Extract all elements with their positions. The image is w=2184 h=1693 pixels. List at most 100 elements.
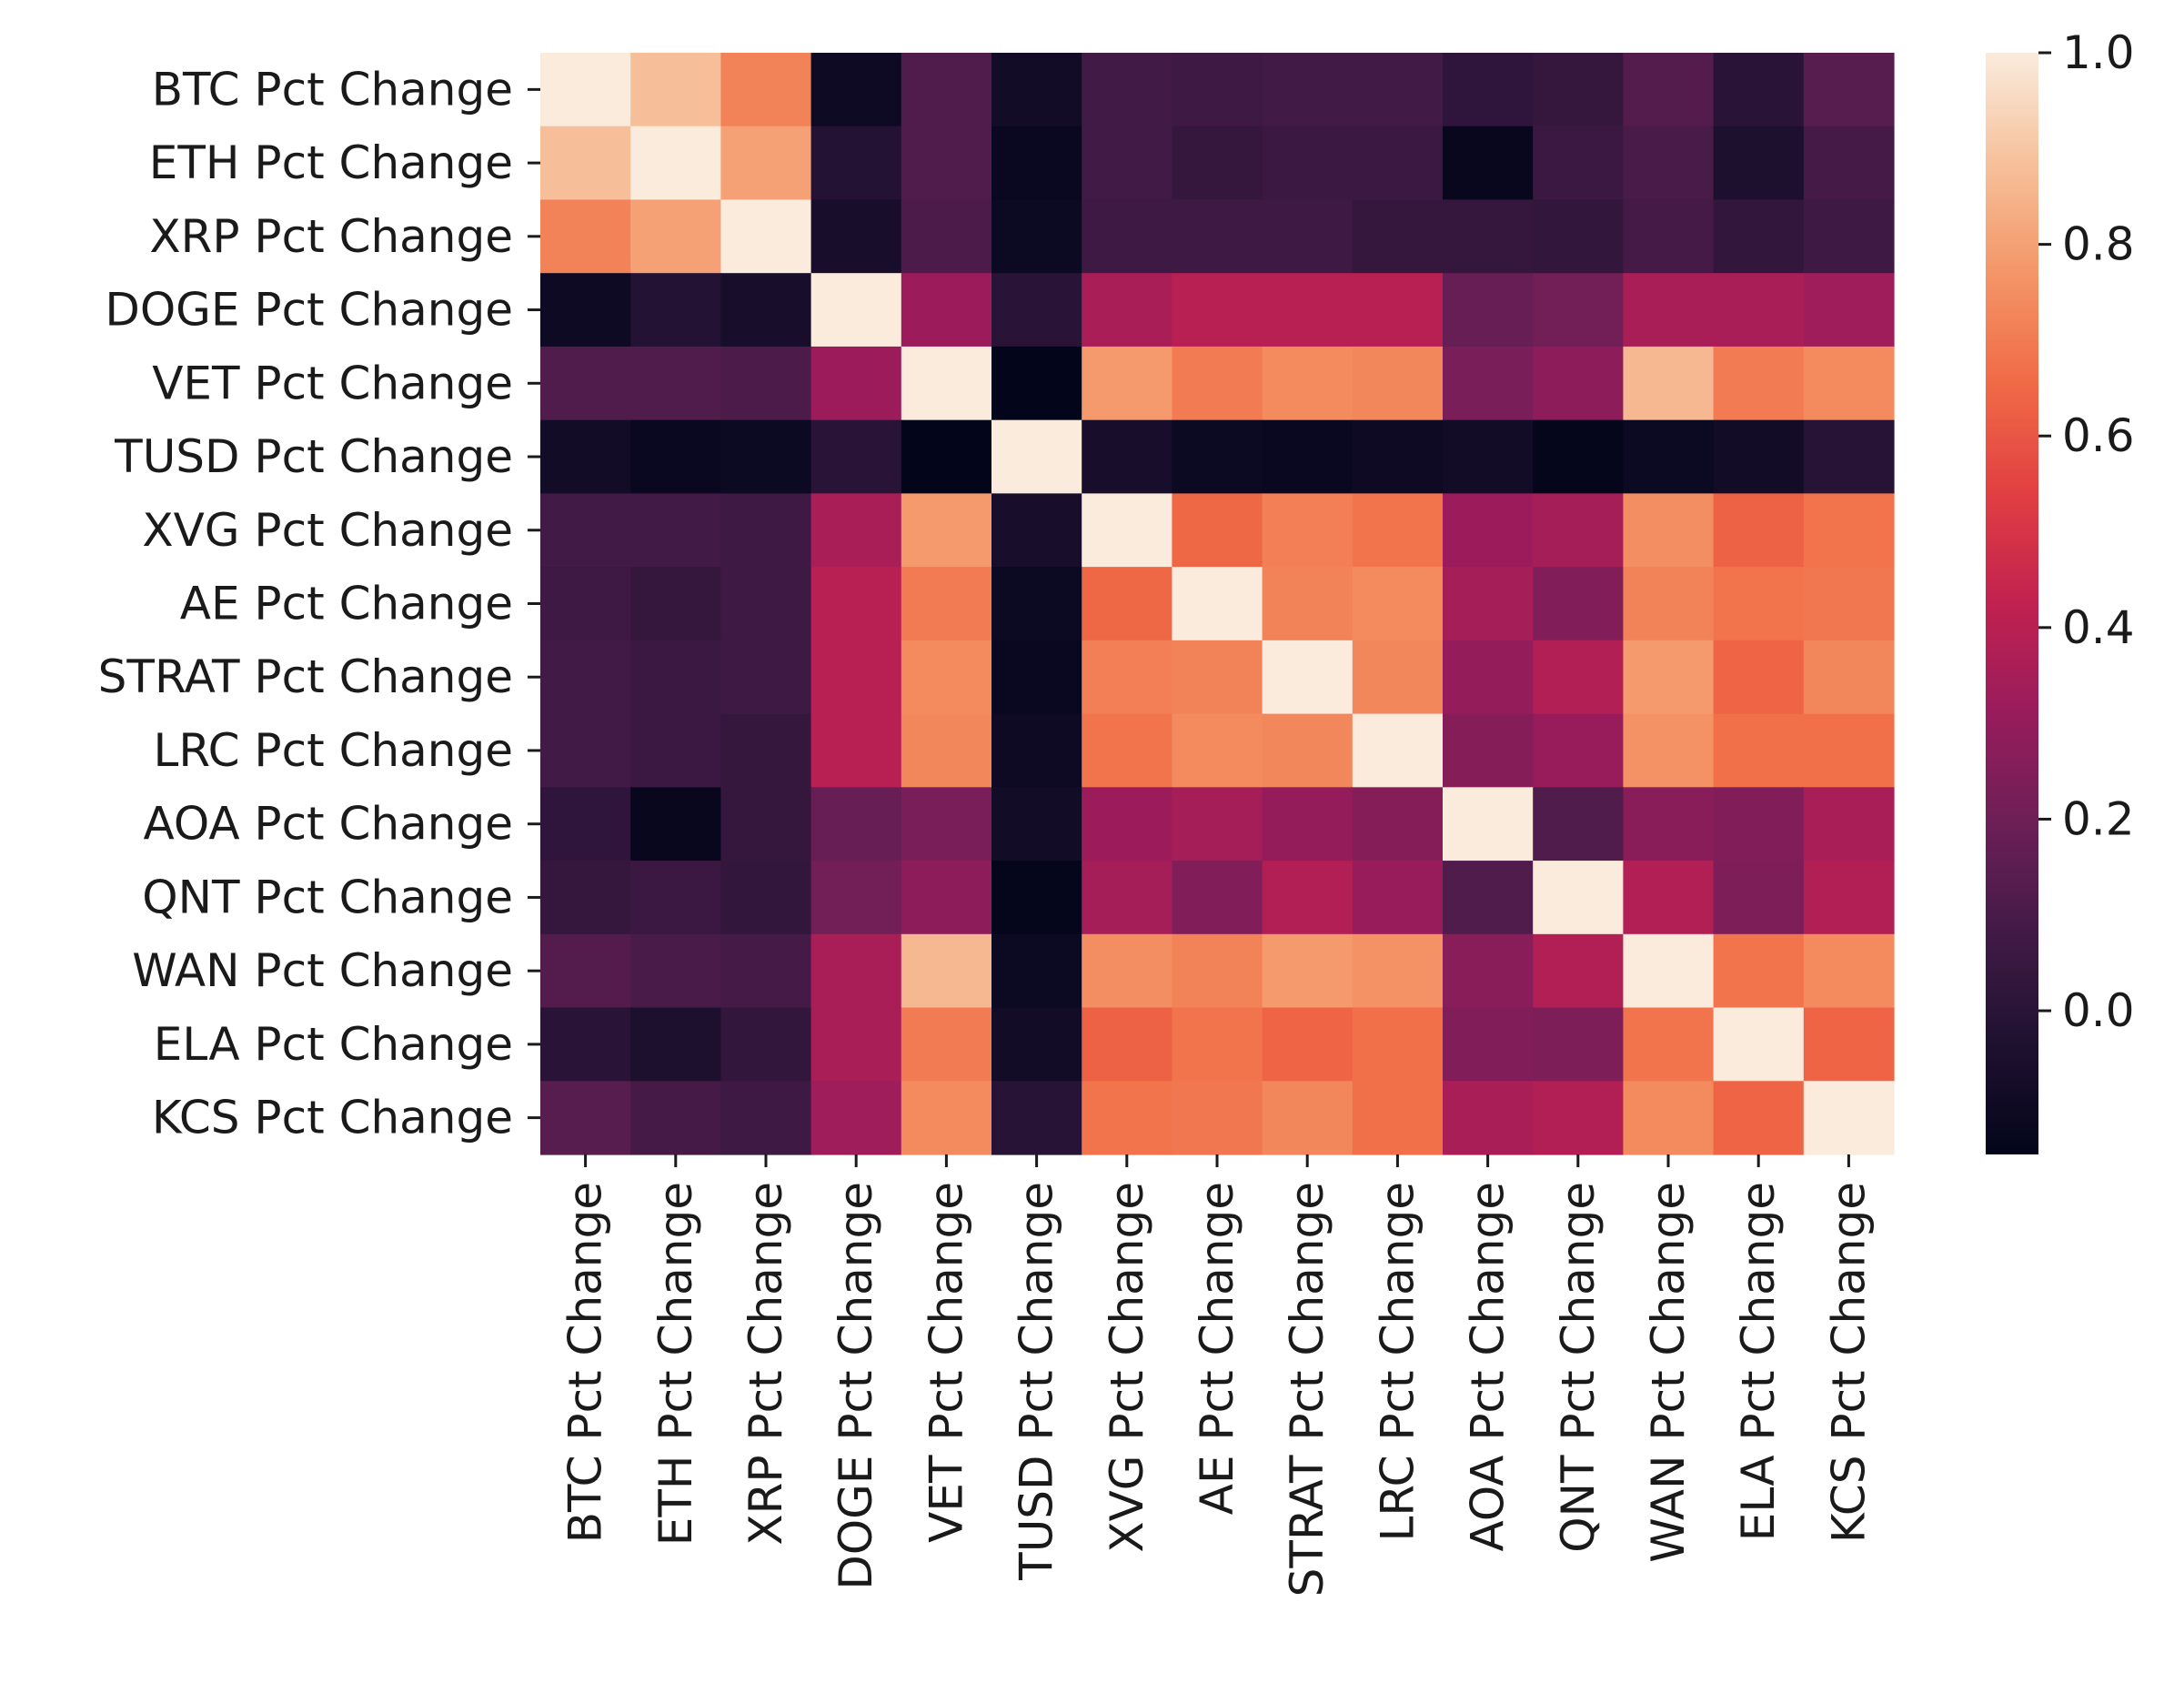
- heatmap-cell-2-9: [1352, 199, 1444, 274]
- y-tick-label: AE Pct Change: [180, 578, 513, 630]
- heatmap-cell-11-0: [540, 861, 631, 935]
- heatmap-cell-12-8: [1262, 933, 1354, 1009]
- heatmap-cell-4-9: [1352, 346, 1444, 421]
- x-axis: BTC Pct Change ETH Pct Change XRP Pct Chan…: [559, 1154, 1875, 1597]
- x-tick-label: ETH Pct Change: [649, 1182, 702, 1546]
- heatmap-cell-10-14: [1803, 787, 1895, 862]
- heatmap-cell-14-13: [1713, 1081, 1805, 1155]
- heatmap-cell-5-12: [1623, 419, 1715, 494]
- heatmap-cell-14-8: [1262, 1081, 1354, 1155]
- heatmap-cell-14-7: [1172, 1081, 1263, 1155]
- heatmap-cell-10-4: [901, 787, 992, 862]
- colorbar-tick-label: 0.6: [2062, 409, 2135, 462]
- heatmap-cell-14-14: [1803, 1081, 1895, 1155]
- heatmap-cell-12-0: [540, 933, 631, 1009]
- heatmap-cell-13-4: [901, 1007, 992, 1082]
- heatmap-cell-3-13: [1713, 273, 1805, 348]
- heatmap-cell-2-0: [540, 199, 631, 274]
- heatmap-cell-7-7: [1172, 567, 1263, 641]
- heatmap-cell-9-4: [901, 713, 992, 788]
- heatmap-cell-10-0: [540, 787, 631, 862]
- x-tick-label: WAN Pct Change: [1642, 1182, 1695, 1563]
- heatmap-cell-13-9: [1352, 1007, 1444, 1082]
- heatmap-cell-5-0: [540, 419, 631, 494]
- heatmap-cell-10-5: [991, 787, 1082, 862]
- heatmap-cell-0-11: [1533, 53, 1624, 127]
- heatmap-cell-2-10: [1443, 199, 1534, 274]
- heatmap-cell-13-6: [1082, 1007, 1173, 1082]
- heatmap-cell-7-10: [1443, 567, 1534, 641]
- heatmap-cell-7-12: [1623, 567, 1715, 641]
- colorbar-tick-label: 0.2: [2062, 792, 2135, 845]
- heatmap-cell-11-3: [810, 861, 902, 935]
- heatmap-cell-0-1: [630, 53, 721, 127]
- heatmap-cell-3-10: [1443, 273, 1534, 348]
- y-tick-label: XRP Pct Change: [149, 210, 513, 263]
- heatmap-cell-8-1: [630, 640, 721, 715]
- heatmap-cell-4-12: [1623, 346, 1715, 421]
- heatmap-cell-2-4: [901, 199, 992, 274]
- heatmap-cell-9-0: [540, 713, 631, 788]
- heatmap-cell-7-8: [1262, 567, 1354, 641]
- heatmap-cell-7-1: [630, 567, 721, 641]
- heatmap-cell-1-10: [1443, 126, 1534, 201]
- heatmap-cell-2-1: [630, 199, 721, 274]
- heatmap-cell-5-2: [720, 419, 812, 494]
- heatmap-cell-7-9: [1352, 567, 1444, 641]
- heatmap-cell-11-12: [1623, 861, 1715, 935]
- y-tick-label: XVG Pct Change: [142, 504, 513, 557]
- heatmap-cell-14-6: [1082, 1081, 1173, 1155]
- heatmap-cell-14-0: [540, 1081, 631, 1155]
- heatmap-cell-4-5: [991, 346, 1082, 421]
- heatmap-cell-9-2: [720, 713, 812, 788]
- heatmap-cell-14-11: [1533, 1081, 1624, 1155]
- heatmap-cell-9-12: [1623, 713, 1715, 788]
- heatmap-cell-9-8: [1262, 713, 1354, 788]
- heatmap-cell-0-3: [810, 53, 902, 127]
- colorbar-tick-label: 1.0: [2062, 26, 2135, 79]
- y-tick-label: QNT Pct Change: [142, 871, 513, 923]
- heatmap-cell-7-5: [991, 567, 1082, 641]
- x-tick-label: STRAT Pct Change: [1281, 1182, 1334, 1597]
- y-axis: BTC Pct Change ETH Pct Change XRP Pct Chan…: [98, 63, 540, 1144]
- heatmap-cell-1-5: [991, 126, 1082, 201]
- heatmap-cell-10-1: [630, 787, 721, 862]
- heatmap-cell-0-12: [1623, 53, 1715, 127]
- heatmap-cell-1-8: [1262, 126, 1354, 201]
- heatmap-cell-4-7: [1172, 346, 1263, 421]
- heatmap-cell-11-6: [1082, 861, 1173, 935]
- heatmap-cell-6-9: [1352, 493, 1444, 568]
- heatmap-cell-11-11: [1533, 861, 1624, 935]
- heatmap-cell-9-7: [1172, 713, 1263, 788]
- heatmap-cell-5-1: [630, 419, 721, 494]
- heatmap-cell-1-13: [1713, 126, 1805, 201]
- heatmap-cell-6-10: [1443, 493, 1534, 568]
- colorbar-tick-label: 0.4: [2062, 601, 2135, 654]
- x-tick-label: KCS Pct Change: [1822, 1182, 1875, 1543]
- heatmap-cell-1-1: [630, 126, 721, 201]
- y-tick-label: TUSD Pct Change: [114, 430, 513, 483]
- colorbar: 0.0 0.2 0.4 0.6 0.8 1.0: [1986, 26, 2135, 1154]
- heatmap-cell-6-2: [720, 493, 812, 568]
- heatmap-cell-13-10: [1443, 1007, 1534, 1082]
- heatmap-cell-10-2: [720, 787, 812, 862]
- heatmap-cell-4-13: [1713, 346, 1805, 421]
- heatmap-cell-10-6: [1082, 787, 1173, 862]
- heatmap-cell-11-8: [1262, 861, 1354, 935]
- heatmap-cell-0-5: [991, 53, 1082, 127]
- heatmap-cell-12-3: [810, 933, 902, 1009]
- heatmap-cell-5-6: [1082, 419, 1173, 494]
- x-tick-label: TUSD Pct Change: [1011, 1182, 1063, 1581]
- heatmap-cell-12-13: [1713, 933, 1805, 1009]
- heatmap-cell-6-1: [630, 493, 721, 568]
- heatmap-cell-0-14: [1803, 53, 1895, 127]
- heatmap-cell-3-9: [1352, 273, 1444, 348]
- heatmap-cell-11-1: [630, 861, 721, 935]
- heatmap-cell-0-2: [720, 53, 812, 127]
- heatmap-cell-5-9: [1352, 419, 1444, 494]
- heatmap-cell-2-2: [720, 199, 812, 274]
- heatmap-cell-4-3: [810, 346, 902, 421]
- heatmap-cell-1-12: [1623, 126, 1715, 201]
- heatmap-cell-0-9: [1352, 53, 1444, 127]
- heatmap-cell-12-4: [901, 933, 992, 1009]
